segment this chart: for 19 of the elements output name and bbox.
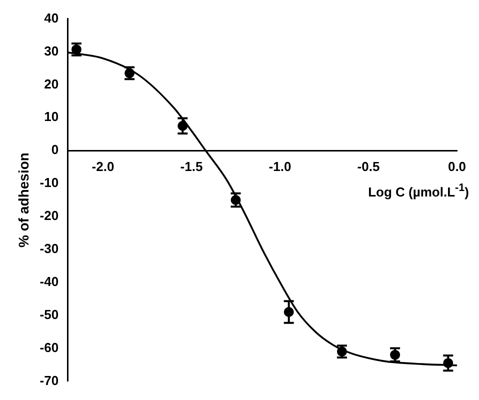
x-tick-label: -2.0 (92, 158, 114, 174)
y-tick-label: -20 (40, 208, 59, 224)
y-tick-label: 10 (44, 109, 59, 124)
y-tick-label: -60 (40, 340, 59, 355)
x-tick-label: -1.5 (180, 158, 203, 174)
y-tick-label: 0 (51, 142, 59, 158)
y-tick-label: -40 (40, 274, 59, 289)
x-tick-label: 0.0 (448, 158, 466, 174)
y-tick-label: 40 (44, 10, 59, 26)
y-axis-title: % of adhesion (15, 152, 32, 248)
y-tick-label: -10 (40, 175, 59, 190)
y-tick-label: 20 (44, 76, 59, 92)
y-tick-label: -50 (40, 306, 59, 322)
y-tick-label: -30 (40, 240, 59, 256)
x-tick-label: -0.5 (357, 158, 380, 174)
x-tick-label: -1.0 (268, 158, 292, 174)
y-tick-label: -70 (40, 372, 59, 388)
x-axis-title: Log C (µmol.L$^{-1}$) (368, 182, 469, 200)
y-tick-label: 30 (44, 43, 59, 58)
